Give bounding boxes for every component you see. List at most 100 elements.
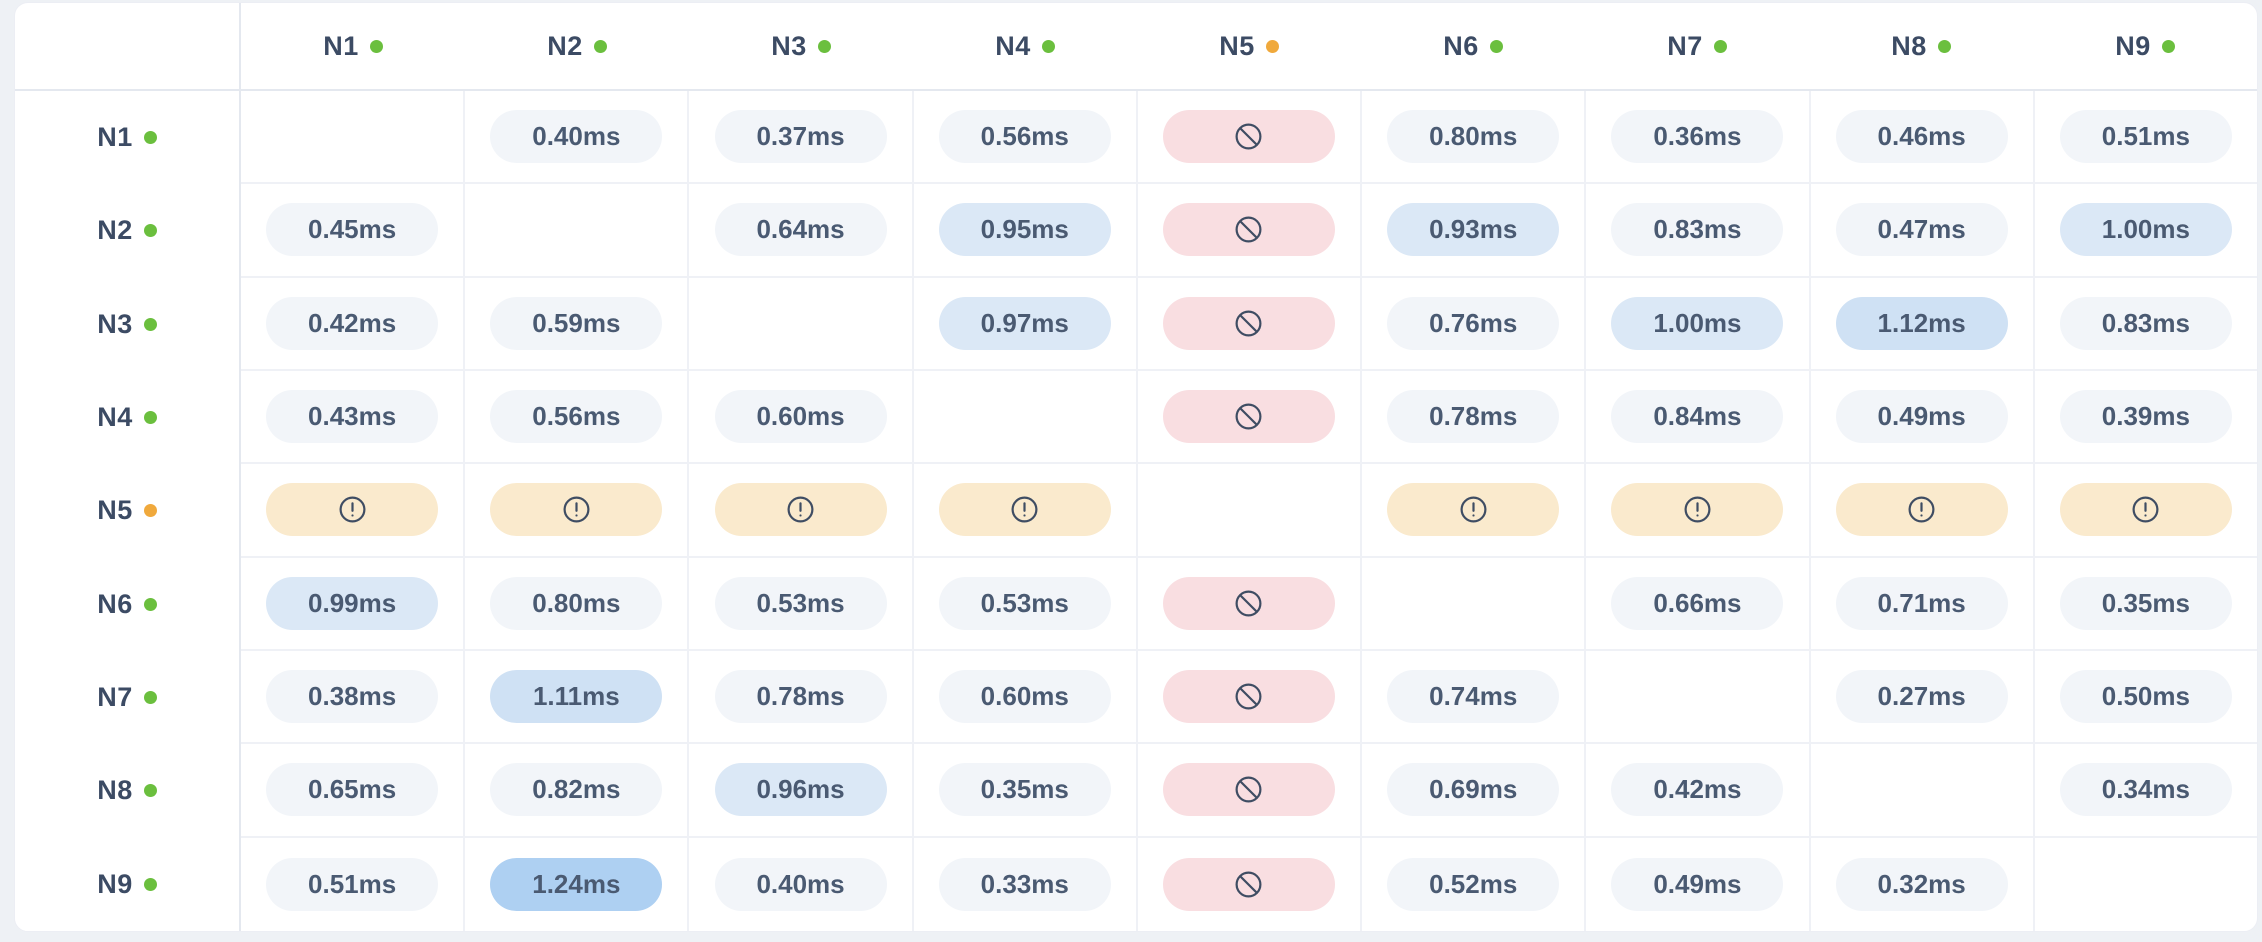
ban-icon — [1236, 776, 1262, 803]
latency-pill[interactable]: 0.56ms — [938, 110, 1111, 164]
row-header-label: N2 — [97, 215, 133, 246]
latency-pill[interactable]: 0.39ms — [2059, 390, 2232, 444]
latency-pill[interactable]: 0.64ms — [714, 203, 887, 257]
ban-icon — [1236, 590, 1262, 617]
latency-pill[interactable]: 1.00ms — [1611, 296, 1784, 350]
latency-pill[interactable]: 0.33ms — [938, 857, 1111, 911]
matrix-cell-n6-n3: 0.53ms — [689, 557, 914, 651]
warning-pill[interactable] — [714, 483, 887, 537]
latency-pill[interactable]: 0.83ms — [2059, 296, 2232, 350]
matrix-cell-n8-n8 — [1810, 744, 2035, 838]
latency-pill[interactable]: 0.40ms — [714, 857, 887, 911]
latency-pill[interactable]: 0.46ms — [1835, 110, 2008, 164]
latency-pill[interactable]: 1.11ms — [490, 670, 663, 724]
latency-pill[interactable]: 0.84ms — [1611, 390, 1784, 444]
latency-pill[interactable]: 0.69ms — [1387, 763, 1560, 817]
latency-pill[interactable]: 0.53ms — [938, 576, 1111, 630]
latency-pill[interactable]: 0.49ms — [1835, 390, 2008, 444]
latency-pill[interactable]: 0.38ms — [266, 670, 439, 724]
blocked-pill[interactable] — [1162, 203, 1335, 257]
latency-pill[interactable]: 0.60ms — [714, 390, 887, 444]
matrix-cell-n6-n4: 0.53ms — [913, 557, 1138, 651]
warning-pill[interactable] — [1611, 483, 1784, 537]
matrix-cell-n8-n4: 0.35ms — [913, 744, 1138, 838]
status-dot-icon — [143, 597, 157, 611]
latency-pill[interactable]: 0.50ms — [2059, 670, 2232, 724]
latency-pill[interactable]: 0.83ms — [1611, 203, 1784, 257]
matrix-cell-n5-n4 — [913, 464, 1138, 558]
latency-pill[interactable]: 0.35ms — [938, 763, 1111, 817]
latency-pill[interactable]: 1.00ms — [2059, 203, 2232, 257]
ban-icon — [1236, 403, 1262, 430]
latency-pill[interactable]: 1.12ms — [1835, 296, 2008, 350]
latency-pill[interactable]: 0.34ms — [2059, 763, 2232, 817]
latency-pill[interactable]: 0.51ms — [266, 857, 439, 911]
latency-pill[interactable]: 0.80ms — [1387, 110, 1560, 164]
row-header-n8: N8 — [15, 744, 241, 838]
warning-pill[interactable] — [938, 483, 1111, 537]
blocked-pill[interactable] — [1162, 670, 1335, 724]
matrix-cell-n6-n2: 0.80ms — [465, 557, 690, 651]
blocked-pill[interactable] — [1162, 576, 1335, 630]
latency-pill[interactable]: 0.35ms — [2059, 576, 2232, 630]
latency-pill[interactable]: 0.95ms — [938, 203, 1111, 257]
status-dot-icon — [143, 504, 157, 518]
latency-pill[interactable]: 1.24ms — [490, 857, 663, 911]
latency-pill[interactable]: 0.66ms — [1611, 576, 1784, 630]
matrix-row: N5 — [15, 464, 2257, 558]
latency-pill[interactable]: 0.78ms — [714, 670, 887, 724]
alert-circle-icon — [1460, 496, 1487, 523]
status-dot-icon — [817, 39, 831, 53]
latency-pill[interactable]: 0.27ms — [1835, 670, 2008, 724]
status-dot-icon — [1041, 39, 1055, 53]
latency-pill[interactable]: 0.36ms — [1611, 110, 1784, 164]
blocked-pill[interactable] — [1162, 857, 1335, 911]
latency-pill[interactable]: 0.56ms — [490, 390, 663, 444]
latency-pill[interactable]: 0.74ms — [1387, 670, 1560, 724]
warning-pill[interactable] — [1387, 483, 1560, 537]
matrix-row: N4 0.43ms 0.56ms 0.60ms 0.78ms 0.84ms 0.49ms… — [15, 370, 2257, 465]
warning-pill[interactable] — [266, 483, 439, 537]
latency-pill[interactable]: 0.60ms — [938, 670, 1111, 724]
latency-pill[interactable]: 0.45ms — [266, 203, 439, 257]
status-dot-icon — [1937, 39, 1951, 53]
matrix-cell-n9-n7: 0.49ms — [1586, 837, 1811, 931]
latency-pill[interactable]: 0.40ms — [490, 110, 663, 164]
latency-pill[interactable]: 0.80ms — [490, 576, 663, 630]
latency-pill[interactable]: 0.78ms — [1387, 390, 1560, 444]
latency-pill[interactable]: 0.97ms — [938, 296, 1111, 350]
warning-pill[interactable] — [2059, 483, 2232, 537]
latency-pill[interactable]: 0.43ms — [266, 390, 439, 444]
row-header-n7: N7 — [15, 650, 241, 745]
warning-pill[interactable] — [1835, 483, 2008, 537]
latency-pill[interactable]: 0.53ms — [714, 576, 887, 630]
row-header-label: N7 — [97, 682, 133, 713]
matrix-cell-n4-n2: 0.56ms — [465, 370, 690, 465]
latency-pill[interactable]: 0.76ms — [1387, 296, 1560, 350]
matrix-cell-n2-n9: 1.00ms — [2034, 184, 2257, 278]
latency-pill[interactable]: 0.49ms — [1611, 857, 1784, 911]
latency-pill[interactable]: 0.65ms — [266, 763, 439, 817]
latency-pill[interactable]: 0.42ms — [1611, 763, 1784, 817]
matrix-cell-n7-n8: 0.27ms — [1810, 650, 2035, 745]
blocked-pill[interactable] — [1162, 110, 1335, 164]
latency-pill[interactable]: 0.51ms — [2059, 110, 2232, 164]
blocked-pill[interactable] — [1162, 296, 1335, 350]
latency-pill[interactable]: 0.96ms — [714, 763, 887, 817]
matrix-cell-n1-n4: 0.56ms — [913, 91, 1138, 185]
latency-pill[interactable]: 0.32ms — [1835, 857, 2008, 911]
latency-pill[interactable]: 0.37ms — [714, 110, 887, 164]
latency-pill[interactable]: 0.42ms — [266, 296, 439, 350]
matrix-cell-n3-n2: 0.59ms — [465, 277, 690, 371]
latency-pill[interactable]: 0.71ms — [1835, 576, 2008, 630]
warning-pill[interactable] — [490, 483, 663, 537]
blocked-pill[interactable] — [1162, 390, 1335, 444]
latency-pill[interactable]: 0.99ms — [266, 576, 439, 630]
latency-pill[interactable]: 0.59ms — [490, 296, 663, 350]
blocked-pill[interactable] — [1162, 763, 1335, 817]
latency-pill[interactable]: 0.82ms — [490, 763, 663, 817]
matrix-cell-n1-n8: 0.46ms — [1810, 91, 2035, 185]
latency-pill[interactable]: 0.93ms — [1387, 203, 1560, 257]
latency-pill[interactable]: 0.52ms — [1387, 857, 1560, 911]
latency-pill[interactable]: 0.47ms — [1835, 203, 2008, 257]
